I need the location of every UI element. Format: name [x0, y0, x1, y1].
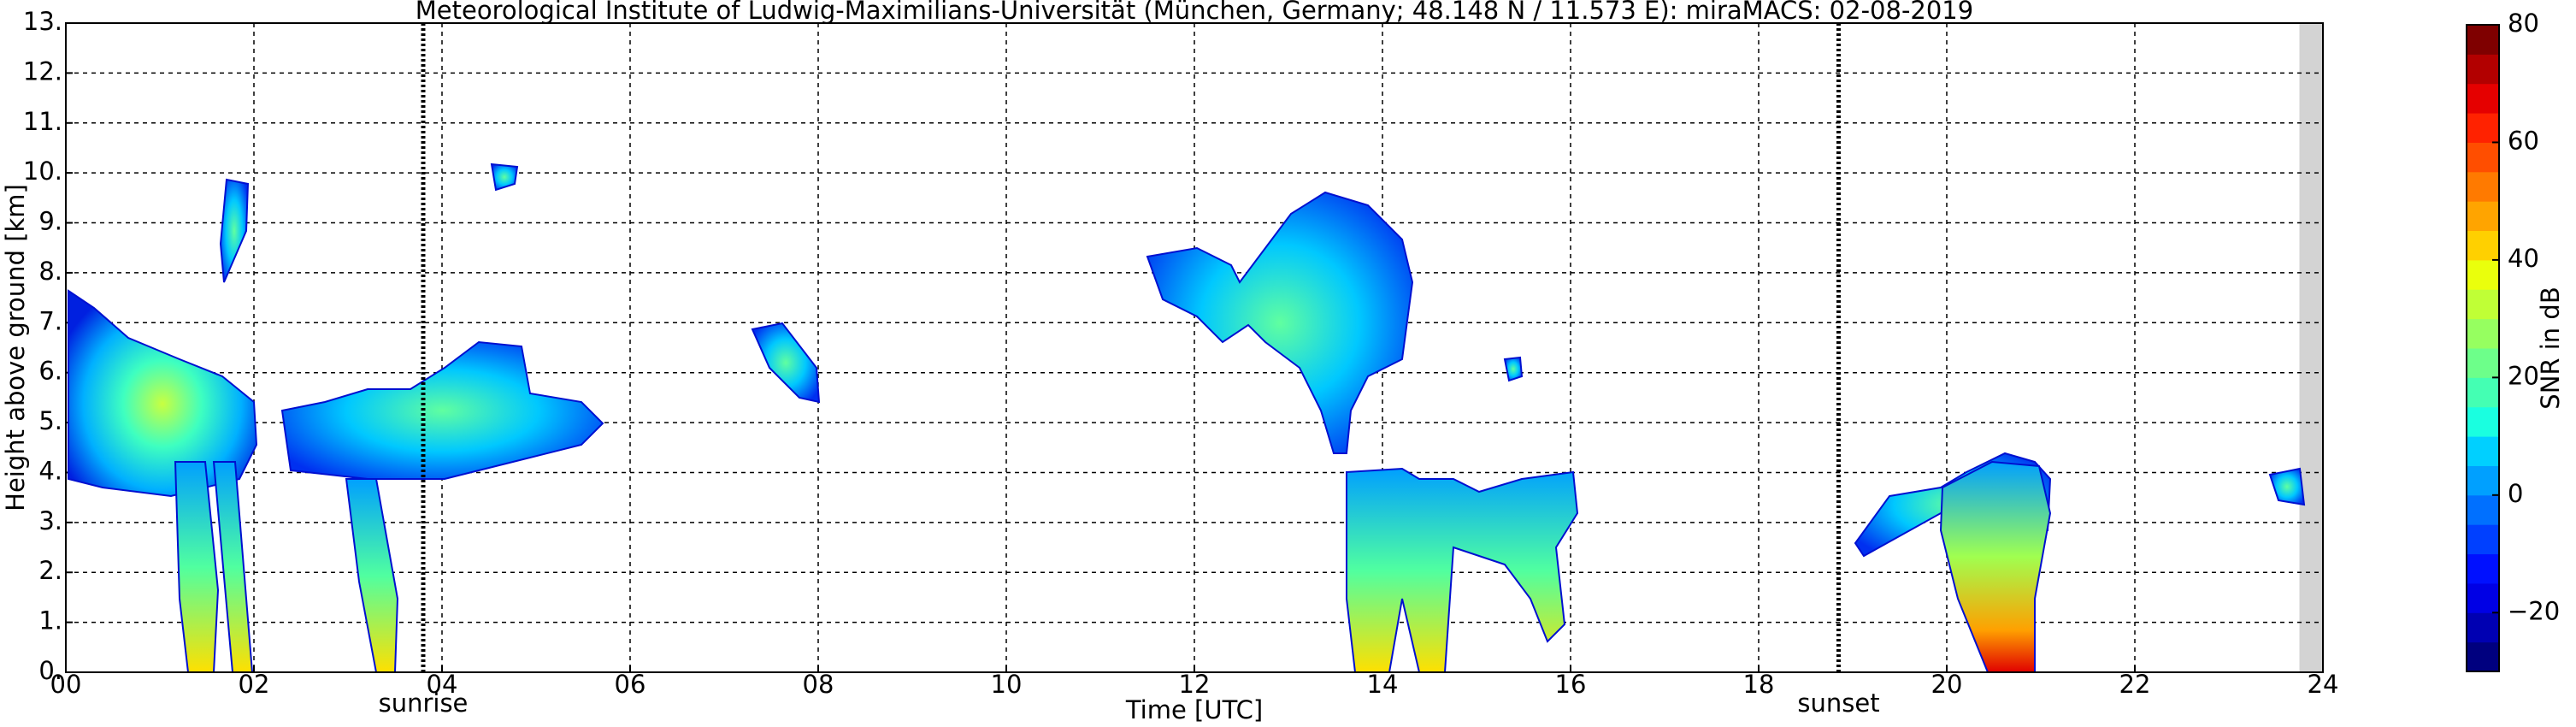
colorbar-level — [2467, 465, 2499, 496]
echo — [1346, 467, 1579, 673]
annotation-label: sunrise — [379, 689, 469, 718]
echo — [174, 461, 220, 673]
echo — [345, 478, 399, 673]
colorbar-level — [2467, 524, 2499, 555]
colorbar-tick-label: 40 — [2508, 244, 2539, 273]
x-tick-label: 12 — [1179, 670, 1211, 699]
colorbar-level — [2467, 494, 2499, 525]
y-tick-label: 3. — [38, 506, 62, 535]
y-tick-label: 5. — [38, 406, 62, 435]
colorbar-level — [2467, 25, 2499, 55]
colorbar-tick-label: 60 — [2508, 126, 2539, 155]
colorbar-level — [2467, 289, 2499, 320]
no-data-region — [2299, 23, 2323, 672]
colorbar-frame — [2466, 24, 2500, 672]
x-tick-label: 18 — [1743, 670, 1775, 699]
echo — [490, 163, 519, 192]
colorbar-level — [2467, 553, 2499, 584]
radar-echoes — [68, 163, 2306, 673]
plot-frame — [65, 22, 2324, 673]
y-tick-label: 2. — [38, 556, 62, 585]
y-tick-label: 13. — [23, 7, 62, 36]
colorbar-level — [2467, 113, 2499, 143]
echo — [2268, 467, 2306, 506]
colorbar-level — [2467, 612, 2499, 643]
echo — [1939, 460, 2052, 673]
x-tick-label: 24 — [2308, 670, 2339, 699]
colorbar-level — [2467, 201, 2499, 232]
y-tick-label: 11. — [23, 107, 62, 136]
x-tick-label: 02 — [239, 670, 270, 699]
colorbar-level — [2467, 259, 2499, 290]
annotation-label: sunset — [1797, 689, 1879, 718]
colorbar-level — [2467, 171, 2499, 202]
echo — [219, 178, 250, 283]
colorbar-level — [2467, 230, 2499, 261]
colorbar-level — [2467, 54, 2499, 85]
x-axis-label: Time [UTC] — [1125, 695, 1263, 724]
y-tick-label: 4. — [38, 456, 62, 485]
colorbar-level — [2467, 582, 2499, 613]
colorbar-tick-label: −20 — [2508, 596, 2560, 625]
colorbar-level — [2467, 406, 2499, 437]
colorbar-tick-label: 20 — [2508, 361, 2539, 390]
x-tick-label: 06 — [615, 670, 646, 699]
x-tick-label: 00 — [50, 670, 82, 699]
colorbar-level — [2467, 348, 2499, 378]
colorbar-label: SNR in dB — [2536, 287, 2565, 409]
colorbar-tick-label: 0 — [2508, 479, 2523, 508]
y-tick-label: 12. — [23, 56, 62, 86]
x-tick-label: 16 — [1555, 670, 1587, 699]
echo — [751, 322, 821, 404]
echo — [68, 289, 258, 498]
colorbar-level — [2467, 436, 2499, 466]
echo — [280, 340, 604, 480]
x-tick-label: 04 — [427, 670, 458, 699]
x-tick-label: 22 — [2119, 670, 2151, 699]
x-tick-label: 20 — [1931, 670, 1963, 699]
y-tick-label: 1. — [38, 606, 62, 635]
y-tick-label: 7. — [38, 306, 62, 335]
colorbar-level — [2467, 377, 2499, 408]
y-tick-label: 8. — [38, 257, 62, 286]
colorbar-level — [2467, 142, 2499, 173]
x-tick-label: 10 — [991, 670, 1023, 699]
colorbar-level — [2467, 641, 2499, 672]
y-axis-label: Height above ground [km] — [1, 184, 30, 511]
echo — [212, 461, 254, 673]
y-tick-label: 6. — [38, 357, 62, 386]
colorbar-level — [2467, 83, 2499, 114]
echo — [1146, 191, 1414, 454]
y-tick-label: 0. — [38, 656, 62, 685]
chart-title: Meteorological Institute of Ludwig-Maxim… — [416, 0, 1973, 25]
colorbar-level — [2467, 318, 2499, 349]
x-tick-label: 08 — [803, 670, 834, 699]
x-tick-label: 14 — [1367, 670, 1399, 699]
y-tick-label: 9. — [38, 207, 62, 236]
echo — [1503, 356, 1524, 382]
y-tick-label: 10. — [23, 157, 62, 186]
colorbar-tick-label: 80 — [2508, 9, 2539, 38]
